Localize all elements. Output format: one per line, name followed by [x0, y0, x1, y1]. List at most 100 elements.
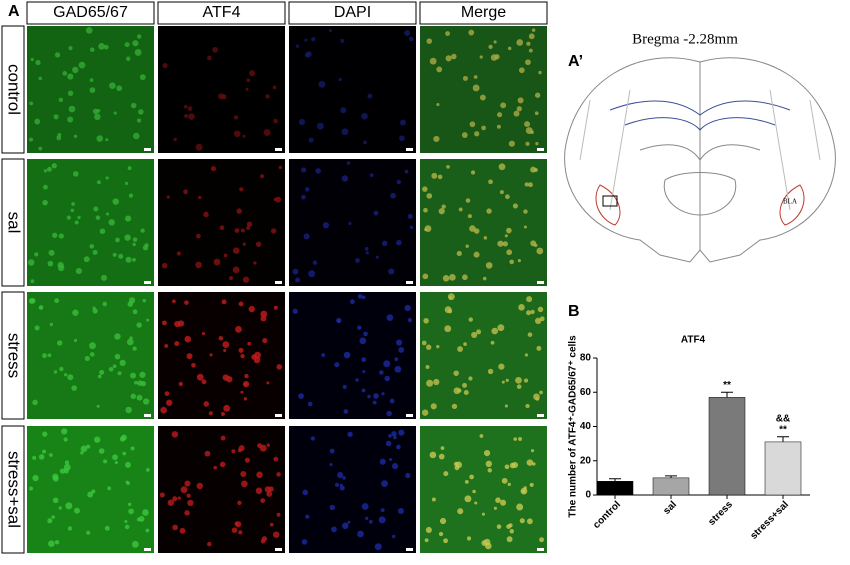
- cell: [444, 306, 452, 314]
- cell: [236, 208, 242, 214]
- cell: [431, 172, 438, 179]
- cell: [146, 318, 150, 322]
- cell: [342, 476, 346, 480]
- cell: [98, 448, 105, 454]
- cell: [506, 227, 512, 234]
- cell: [114, 333, 121, 340]
- cell: [369, 173, 374, 177]
- scale-bar: [144, 281, 151, 284]
- cell: [94, 113, 101, 121]
- cell: [89, 78, 94, 83]
- cell: [466, 536, 472, 541]
- cell: [315, 168, 321, 174]
- cell: [357, 530, 364, 538]
- cell: [378, 516, 386, 524]
- cell: [482, 276, 487, 281]
- cell: [473, 75, 478, 79]
- row-label: stress: [5, 333, 24, 378]
- cell: [440, 446, 445, 450]
- cell: [89, 47, 95, 53]
- cell: [312, 260, 318, 265]
- cell: [424, 228, 428, 232]
- cell: [405, 472, 411, 479]
- cell: [104, 525, 110, 531]
- cell: [343, 409, 349, 414]
- cell: [384, 375, 390, 382]
- cell: [132, 40, 139, 47]
- cell: [226, 376, 233, 383]
- cell: [486, 208, 492, 214]
- cell: [238, 347, 244, 353]
- cell: [255, 241, 262, 247]
- cell: [497, 324, 505, 332]
- cell: [341, 175, 349, 182]
- cell: [526, 459, 534, 466]
- cell: [398, 429, 405, 436]
- cell: [184, 510, 190, 516]
- cell: [517, 97, 524, 104]
- cell: [429, 57, 437, 65]
- cell: [30, 279, 35, 284]
- cell: [438, 453, 445, 460]
- cell: [187, 106, 193, 111]
- cell: [337, 472, 344, 479]
- cell: [246, 78, 251, 83]
- cell: [341, 522, 349, 530]
- cell: [321, 353, 326, 358]
- cell: [538, 70, 542, 75]
- cell: [509, 462, 516, 469]
- cell: [518, 304, 525, 311]
- cell: [128, 193, 134, 198]
- cell: [160, 406, 167, 414]
- micrograph: [158, 292, 285, 419]
- cell: [100, 274, 108, 281]
- cell: [89, 352, 95, 357]
- cell: [399, 135, 405, 142]
- cell: [272, 531, 280, 538]
- cell: [504, 404, 508, 408]
- cell: [124, 524, 130, 530]
- cell: [526, 41, 531, 46]
- cell: [408, 36, 414, 42]
- row-label-box: [1, 25, 25, 154]
- cell: [89, 342, 96, 350]
- cell: [524, 182, 529, 187]
- cell: [462, 75, 468, 81]
- cell: [301, 539, 308, 545]
- cell: [298, 393, 304, 399]
- cell: [58, 97, 64, 103]
- cell: [130, 372, 136, 379]
- cell: [244, 457, 251, 463]
- cell: [105, 212, 110, 216]
- cell: [451, 53, 457, 60]
- cell: [421, 340, 427, 346]
- cell: [534, 317, 542, 325]
- cell: [391, 534, 396, 539]
- cell: [47, 353, 52, 358]
- cell: [261, 536, 268, 542]
- cell: [210, 165, 217, 172]
- micrograph: [420, 26, 547, 153]
- cell: [201, 332, 206, 336]
- cell: [394, 365, 402, 373]
- cell: [494, 54, 500, 60]
- cell: [220, 411, 225, 416]
- cell: [501, 380, 505, 384]
- cell: [176, 251, 181, 256]
- column-header-box: [26, 1, 155, 25]
- row-label-box: [1, 425, 25, 554]
- cell: [531, 28, 536, 32]
- cell: [132, 309, 138, 315]
- cell: [512, 203, 519, 209]
- cell: [239, 187, 244, 192]
- row-label: sal: [5, 212, 24, 234]
- row-label-box: [1, 158, 25, 287]
- cell: [533, 243, 538, 248]
- cell: [391, 431, 397, 437]
- bar: [764, 441, 802, 496]
- cell: [404, 169, 409, 174]
- row-label-box: [1, 291, 25, 420]
- cell: [32, 474, 39, 482]
- cell: [278, 165, 283, 170]
- cell: [349, 299, 355, 305]
